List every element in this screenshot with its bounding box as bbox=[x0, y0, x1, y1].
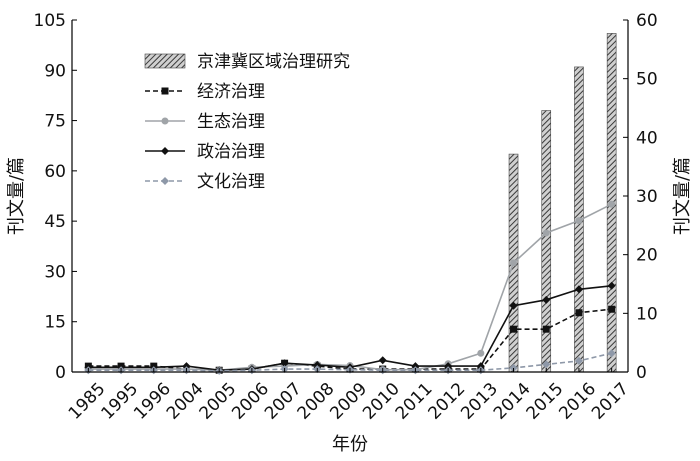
legend-marker-2 bbox=[161, 117, 169, 125]
legend-label-bar: 京津冀区域治理研究 bbox=[197, 52, 350, 72]
legend-label-3: 政治治理 bbox=[197, 142, 265, 162]
x-tick-label-2013: 2013 bbox=[457, 379, 502, 424]
point-s3-2012 bbox=[444, 362, 453, 371]
x-tick-label-2008: 2008 bbox=[294, 379, 339, 424]
legend-marker-4 bbox=[161, 177, 169, 185]
y-right-tick-label-0: 0 bbox=[636, 363, 647, 383]
x-tick-label-2017: 2017 bbox=[588, 379, 633, 424]
legend-swatch-bar bbox=[144, 53, 186, 69]
y-left-tick-label-30: 30 bbox=[44, 262, 66, 282]
point-s2-2013 bbox=[477, 349, 485, 357]
x-tick-label-2014: 2014 bbox=[490, 379, 535, 424]
plot-area: 0 15 30 45 60 75 90 105 0 10 20 30 40 50 60 19851995199… bbox=[34, 11, 658, 424]
y-right-tick-label-30: 30 bbox=[636, 187, 658, 207]
line-series-3 bbox=[88, 285, 612, 372]
point-s2-2017 bbox=[608, 200, 616, 208]
point-s3-2014 bbox=[509, 301, 518, 310]
legend-marker-3 bbox=[161, 147, 169, 155]
y-axis-right-title: 刊文量/篇 bbox=[672, 157, 693, 235]
y-left-tick-label-60: 60 bbox=[44, 162, 66, 182]
y-right-tick-label-20: 20 bbox=[636, 246, 658, 266]
x-tick-label-2004: 2004 bbox=[163, 379, 208, 424]
point-s1-2017 bbox=[608, 305, 616, 313]
y-right-tick-label-40: 40 bbox=[636, 128, 658, 148]
point-s1-2014 bbox=[510, 325, 518, 333]
y-left-tick-label-15: 15 bbox=[44, 313, 66, 333]
legend-label-4: 文化治理 bbox=[197, 172, 265, 192]
point-s3-2015 bbox=[542, 295, 551, 304]
point-s3-2011 bbox=[411, 362, 420, 371]
y-left-tick-label-45: 45 bbox=[44, 212, 66, 232]
line-series-4 bbox=[88, 352, 612, 372]
point-s3-2007 bbox=[280, 359, 289, 368]
point-s4-2014 bbox=[509, 363, 518, 372]
y-left-tick-label-105: 105 bbox=[34, 11, 66, 31]
point-s1-2015 bbox=[542, 325, 550, 333]
bar-2015 bbox=[541, 110, 552, 373]
x-tick-label-1985: 1985 bbox=[65, 379, 110, 424]
y-left-tick-label-0: 0 bbox=[55, 363, 66, 383]
x-tick-label-2006: 2006 bbox=[228, 379, 273, 424]
x-axis-title: 年份 bbox=[332, 434, 368, 455]
x-tick-label-2007: 2007 bbox=[261, 379, 306, 424]
y-right-tick-label-50: 50 bbox=[636, 70, 658, 90]
x-tick-label-2010: 2010 bbox=[359, 379, 404, 424]
line-series-2 bbox=[88, 203, 612, 372]
x-tick-label-1996: 1996 bbox=[130, 379, 175, 424]
point-s2-2016 bbox=[575, 217, 583, 225]
point-s1-2016 bbox=[575, 309, 583, 317]
x-tick-label-2016: 2016 bbox=[555, 379, 600, 424]
x-tick-label-2011: 2011 bbox=[392, 379, 437, 424]
line-series-1 bbox=[88, 308, 612, 372]
point-s3-2008 bbox=[313, 360, 322, 369]
point-s3-2010 bbox=[378, 356, 387, 365]
legend-label-1: 经济治理 bbox=[197, 82, 265, 102]
point-s4-2017 bbox=[607, 349, 616, 358]
x-tick-label-2005: 2005 bbox=[196, 379, 241, 424]
x-tick-label-2015: 2015 bbox=[523, 379, 568, 424]
y-left-tick-label-90: 90 bbox=[44, 61, 66, 81]
point-s3-2016 bbox=[574, 285, 583, 294]
point-s4-2015 bbox=[542, 360, 551, 369]
point-s2-2015 bbox=[542, 229, 550, 237]
point-s3-2004 bbox=[182, 362, 191, 371]
point-s4-2016 bbox=[574, 356, 583, 365]
x-tick-label-1995: 1995 bbox=[97, 379, 142, 424]
point-s3-2017 bbox=[607, 281, 616, 290]
point-s3-2013 bbox=[476, 362, 485, 371]
y-right-tick-label-60: 60 bbox=[636, 11, 658, 31]
legend-marker-1 bbox=[161, 87, 169, 95]
x-tick-label-2012: 2012 bbox=[425, 379, 470, 424]
point-s2-2014 bbox=[510, 259, 518, 267]
legend-label-2: 生态治理 bbox=[197, 112, 265, 132]
x-tick-label-2009: 2009 bbox=[326, 379, 371, 424]
y-left-tick-label-75: 75 bbox=[44, 112, 66, 132]
y-right-tick-label-10: 10 bbox=[636, 304, 658, 324]
y-axis-left-title: 刊文量/篇 bbox=[6, 157, 27, 235]
